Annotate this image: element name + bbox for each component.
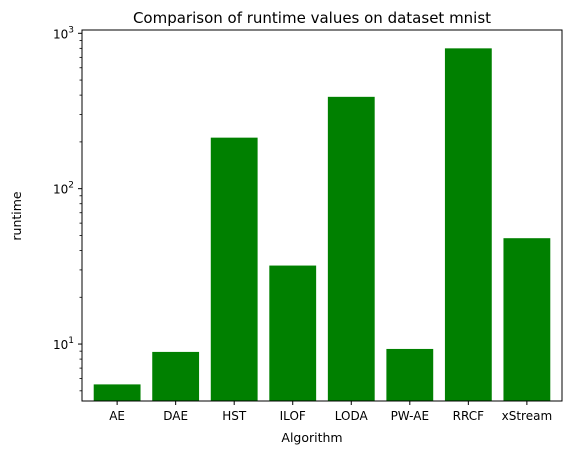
x-tick-label: RRCF [453, 409, 484, 423]
y-axis-label: runtime [9, 191, 24, 241]
bar-rrcf [444, 48, 492, 402]
y-tick-label: 102 [53, 181, 74, 197]
bar-dae [152, 351, 200, 401]
bar-pw-ae [386, 348, 434, 401]
bar-ae [93, 384, 141, 401]
bar-ilof [269, 265, 317, 401]
chart-title: Comparison of runtime values on dataset … [133, 9, 491, 27]
x-tick-label: DAE [163, 409, 188, 423]
x-tick-label: ILOF [280, 409, 306, 423]
x-tick-label: AE [109, 409, 125, 423]
bar-loda [327, 96, 375, 402]
x-tick-label: HST [222, 409, 247, 423]
x-tick-label: LODA [335, 409, 369, 423]
x-axis-ticks: AE DAE HST ILOF LODA PW-AE RRCF xStream [109, 401, 552, 423]
bar-hst [210, 137, 258, 402]
y-tick-label: 101 [53, 336, 74, 352]
y-tick-label: 103 [53, 25, 74, 41]
x-axis-label: Algorithm [281, 430, 342, 445]
x-tick-label: xStream [502, 409, 553, 423]
bar-xstream [503, 238, 551, 401]
plot-frame [81, 29, 563, 402]
bars-group [93, 48, 551, 402]
x-tick-label: PW-AE [391, 409, 429, 423]
y-axis-ticks: 101 102 103 [53, 25, 82, 392]
